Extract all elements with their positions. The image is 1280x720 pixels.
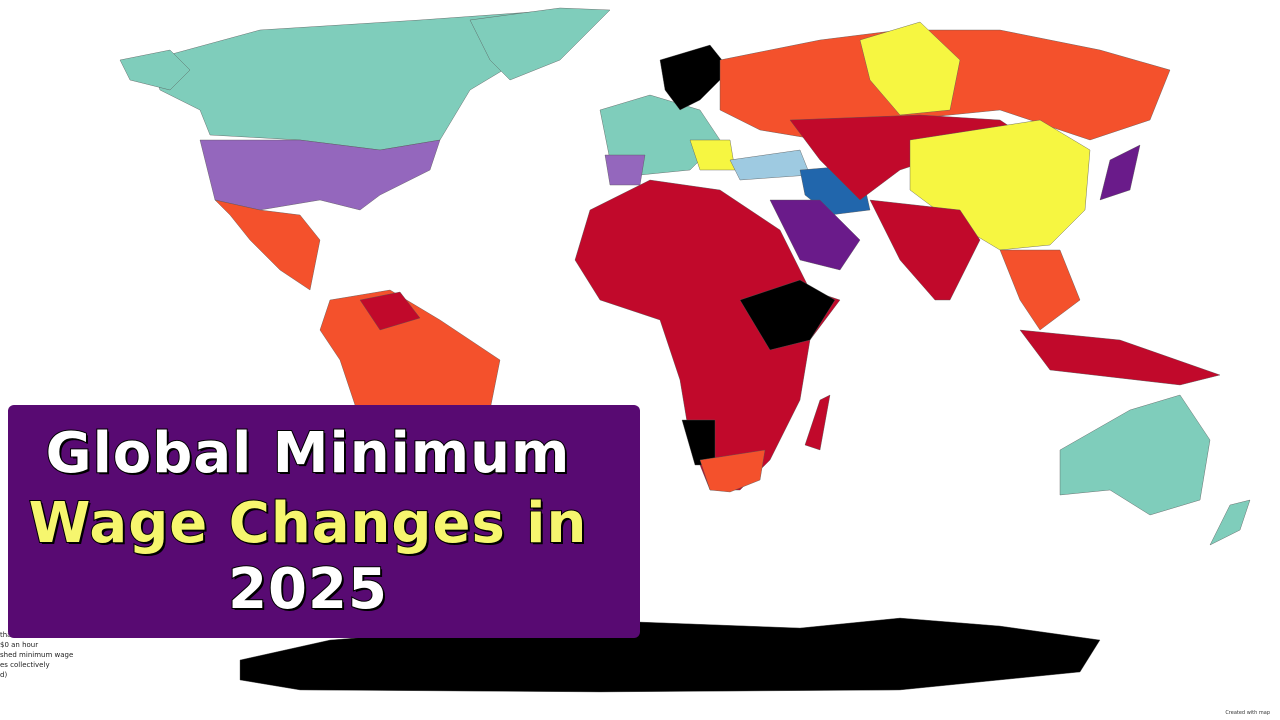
title-box: Global Minimum Wage Changes in 2025 [8,405,640,638]
india [869,199,981,301]
legend-text: es collectively [0,661,50,669]
russia-yellow [859,21,961,116]
australia [1059,394,1211,516]
mexico [214,199,321,291]
scandinavia [659,44,731,111]
title-line-highlight: Wage Changes in [28,490,588,557]
namibia [681,419,716,466]
africa [574,179,841,491]
southeast-asia [999,249,1081,331]
japan [1099,144,1141,201]
legend-text: $0 an hour [0,641,39,649]
balkans [689,139,736,171]
alaska [119,49,191,91]
greenland [469,7,611,81]
legend-text: d) [0,671,8,679]
title-line: 2025 [227,556,388,623]
venezuela [359,291,421,331]
new-zealand [1209,499,1251,546]
turkey [729,149,811,181]
arabia [769,199,861,271]
indonesia [1019,329,1221,386]
south-africa [699,449,766,493]
legend-text: shed minimum wage [0,651,74,659]
title-line: Global Minimum [45,420,571,487]
iberia [604,154,646,186]
horn-africa [739,279,836,351]
usa [199,139,441,211]
credit: Created with map [1225,710,1270,716]
madagascar [804,394,831,451]
